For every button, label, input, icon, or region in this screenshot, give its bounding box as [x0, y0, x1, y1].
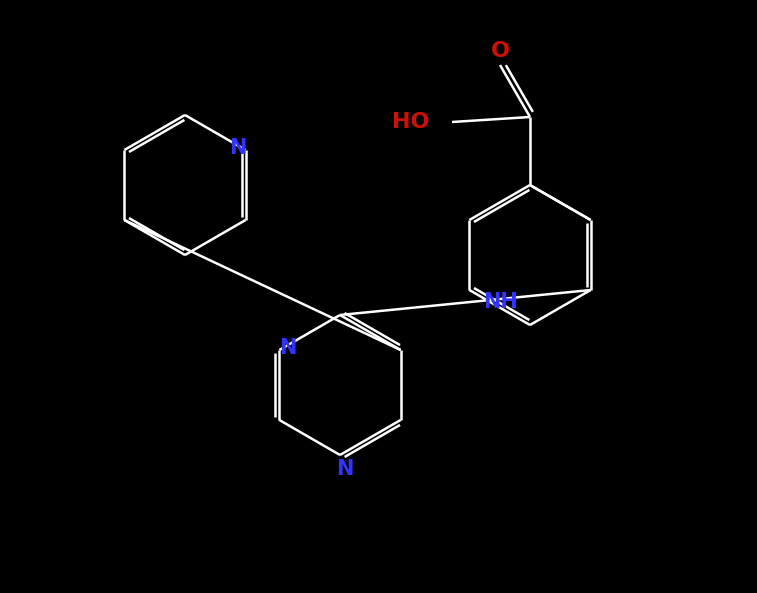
Text: O: O — [491, 41, 509, 61]
Text: N: N — [279, 338, 296, 358]
Text: N: N — [229, 138, 246, 158]
Text: HO: HO — [392, 112, 430, 132]
Text: NH: NH — [483, 292, 518, 313]
Text: N: N — [336, 459, 354, 479]
